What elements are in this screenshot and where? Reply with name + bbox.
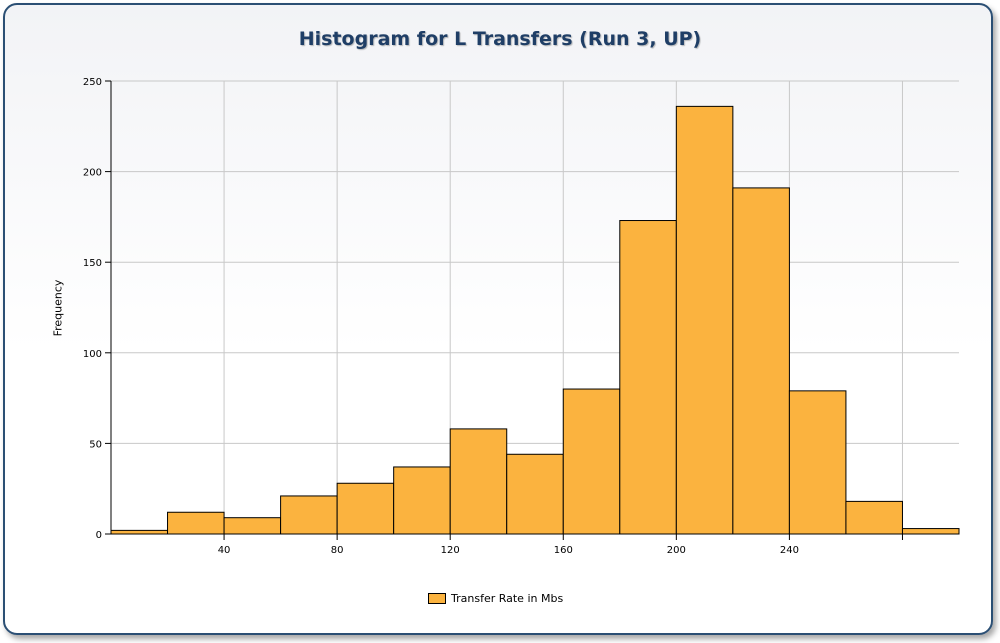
histogram-bar (562, 388, 621, 535)
x-tick-label: 80 (331, 545, 344, 556)
histogram-bar (675, 105, 734, 535)
x-tick-label: 160 (554, 545, 573, 556)
histogram-bar (845, 500, 903, 535)
histogram-bar (619, 220, 677, 535)
histogram-bar (506, 453, 564, 535)
legend-swatch (428, 593, 446, 604)
y-tick-label: 100 (83, 349, 102, 360)
y-tick-label: 200 (83, 168, 102, 179)
legend-label: Transfer Rate in Mbs (451, 592, 564, 605)
histogram-bar (732, 187, 790, 535)
histogram-bar (110, 529, 169, 535)
histogram-bar (336, 482, 395, 535)
x-tick-label: 40 (218, 545, 231, 556)
histogram-bar (901, 528, 960, 535)
histogram-bar (393, 466, 451, 535)
x-tick-label: 240 (780, 545, 799, 556)
y-tick-label: 50 (89, 439, 102, 450)
x-tick-label: 200 (667, 545, 686, 556)
histogram-bar (223, 517, 282, 535)
y-tick-label: 150 (83, 258, 102, 269)
histogram-bar (280, 495, 338, 535)
histogram-bar (788, 390, 847, 535)
chart-title: Histogram for L Transfers (Run 3, UP) (298, 28, 702, 50)
x-tick-label: 120 (441, 545, 460, 556)
y-tick-label: 250 (83, 77, 102, 88)
legend: Transfer Rate in Mbs (428, 592, 563, 605)
histogram-bar (449, 428, 508, 535)
histogram-bar (167, 511, 225, 535)
y-tick-label: 0 (96, 530, 102, 541)
